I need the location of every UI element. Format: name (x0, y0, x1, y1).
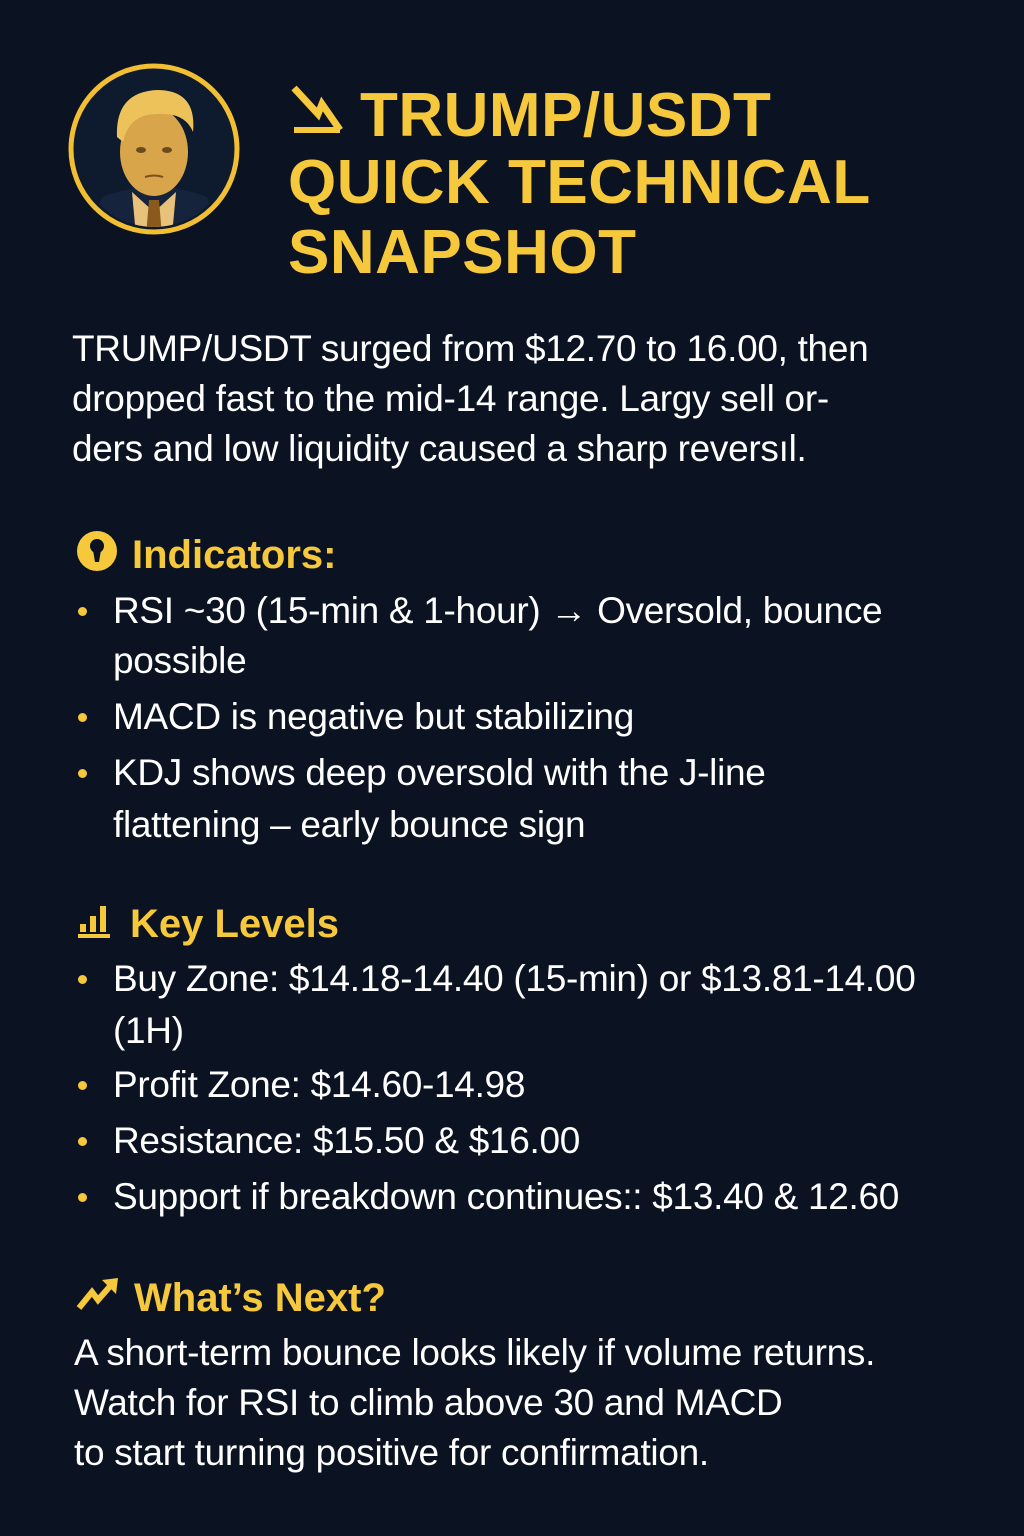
bullet-dot (78, 1193, 87, 1202)
list-item-text: MACD is negative but stabilizing (113, 696, 634, 737)
whats-next-heading-text: What’s Next? (134, 1275, 386, 1320)
bullet-dot (78, 713, 87, 722)
bullet-dot (78, 975, 87, 984)
list-item-continuation: flattening – early bounce sign (113, 804, 586, 845)
indicators-heading: Indicators: (76, 530, 336, 579)
title-line-3: SNAPSHOT (288, 218, 637, 287)
list-item-text: Resistance: $15.50 & $16.00 (113, 1120, 581, 1161)
trend-up-arrow-icon (76, 1276, 120, 1319)
list-item-continuation: (1H) (113, 1010, 184, 1051)
list-item-text: Support if breakdown continues:: $13.40 … (113, 1176, 900, 1217)
page-title: TRUMP/USDT (360, 80, 772, 150)
bullet-dot (78, 769, 87, 778)
bullet-dot (78, 1081, 87, 1090)
list-item-text: Buy Zone: $14.18-14.40 (15-min) or $13.8… (113, 958, 916, 999)
intro-line: dropped fast to the mid-14 range. Largy … (72, 378, 829, 419)
intro-line: TRUMP/USDT surged from $12.70 to 16.00, … (72, 328, 869, 369)
portrait-avatar (67, 62, 241, 236)
whats-next-line: A short-term bounce looks likely if volu… (74, 1332, 876, 1373)
list-item-text: RSI ~30 (15-min & 1-hour) → Oversold, bo… (113, 590, 883, 631)
indicators-heading-text: Indicators: (132, 532, 337, 577)
list-item-text: KDJ shows deep oversold with the J-line (113, 752, 766, 793)
bar-chart-icon (76, 900, 116, 947)
bullet-dot (78, 1137, 87, 1146)
whats-next-line: to start turning positive for confirmati… (74, 1432, 709, 1473)
title-line-2: QUICK TECHNICAL (288, 148, 871, 217)
list-item-text: Profit Zone: $14.60-14.98 (113, 1064, 526, 1105)
list-item-continuation: possible (113, 640, 247, 681)
trend-down-arrow-icon (288, 84, 346, 147)
key-levels-heading-text: Key Levels (130, 901, 340, 946)
bullet-dot (78, 607, 87, 616)
title-line-1: TRUMP/USDT (288, 84, 771, 147)
whats-next-line: Watch for RSI to climb above 30 and MACD (74, 1382, 783, 1423)
key-levels-heading: Key Levels (76, 900, 339, 947)
keyhole-icon (76, 530, 118, 579)
intro-line: ders and low liquidity caused a sharp re… (72, 428, 807, 469)
whats-next-heading: What’s Next? (76, 1276, 386, 1319)
